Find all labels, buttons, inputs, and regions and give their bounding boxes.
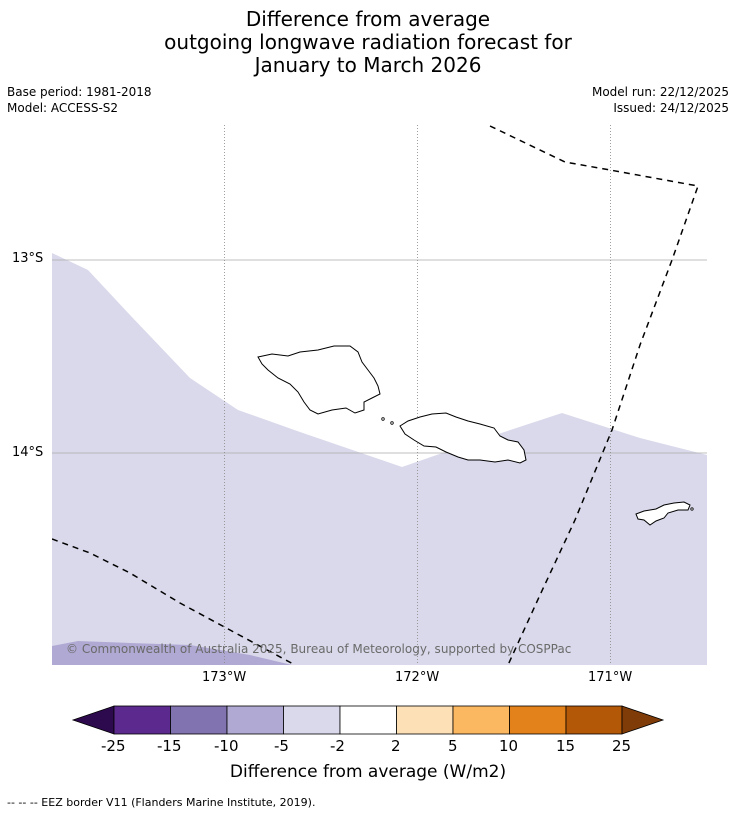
- lon-label-172w: 172°W: [395, 670, 440, 685]
- colorbar-bin-3: [226, 705, 284, 735]
- map-title: Difference from average outgoing longwav…: [0, 8, 736, 77]
- colorbar-tick: -25: [101, 737, 126, 755]
- eez-border-north: [489, 125, 699, 665]
- title-line-2: outgoing longwave radiation forecast for: [164, 30, 572, 54]
- aunuu-island: [690, 507, 694, 511]
- colorbar-tick: 15: [556, 737, 576, 755]
- manono-island: [390, 421, 394, 425]
- base-period: Base period: 1981-2018: [7, 85, 152, 99]
- lon-label-171w: 171°W: [588, 670, 633, 685]
- lat-label-13s: 13°S: [12, 251, 44, 266]
- tutuila-island: [635, 501, 691, 526]
- colorbar-title: Difference from average (W/m2): [229, 762, 507, 782]
- colorbar-bin-9: [565, 705, 623, 735]
- colorbar-bin-1: [113, 705, 171, 735]
- colorbar-bin-6: [396, 705, 454, 735]
- model-name: Model: ACCESS-S2: [7, 101, 119, 115]
- map-panel: [52, 125, 707, 665]
- colorbar-tick: 10: [499, 737, 519, 755]
- eez-border-southwest: [52, 538, 296, 665]
- colorbar-tick: 2: [391, 737, 401, 755]
- colorbar-tick: -5: [274, 737, 289, 755]
- copyright-notice: © Commonwealth of Australia 2025, Bureau…: [66, 642, 572, 656]
- issued-date: Issued: 24/12/2025: [613, 101, 729, 115]
- eez-legend-note: -- -- -- EEZ border V11 (Flanders Marine…: [7, 796, 316, 809]
- colorbar-tick: -15: [157, 737, 182, 755]
- colorbar-tick: 5: [448, 737, 458, 755]
- colorbar-tick: -2: [330, 737, 345, 755]
- model-run: Model run: 22/12/2025: [591, 85, 729, 99]
- savaii-island: [257, 345, 381, 415]
- run-info: Model run: 22/12/2025 Issued: 24/12/2025: [592, 84, 729, 116]
- colorbar-bin-7: [452, 705, 510, 735]
- colorbar-bin-5: [339, 705, 397, 735]
- anomaly-region-light: [52, 253, 707, 665]
- colorbar-tick: -10: [214, 737, 239, 755]
- colorbar-bin-2: [170, 705, 228, 735]
- colorbar-extend-high: [621, 705, 665, 735]
- colorbar-bin-4: [283, 705, 341, 735]
- colorbar-tick: 25: [612, 737, 632, 755]
- upolu-island: [399, 412, 527, 464]
- colorbar-extend-low: [71, 705, 115, 735]
- colorbar: [71, 705, 665, 735]
- colorbar-bin-8: [509, 705, 567, 735]
- title-line-3: January to March 2026: [254, 53, 482, 77]
- apolima-island: [381, 417, 385, 421]
- model-info: Base period: 1981-2018 Model: ACCESS-S2: [7, 84, 152, 116]
- anomaly-region-medium: [52, 641, 292, 665]
- lon-label-173w: 173°W: [202, 670, 247, 685]
- title-line-1: Difference from average: [245, 7, 491, 31]
- lat-label-14s: 14°S: [12, 445, 44, 460]
